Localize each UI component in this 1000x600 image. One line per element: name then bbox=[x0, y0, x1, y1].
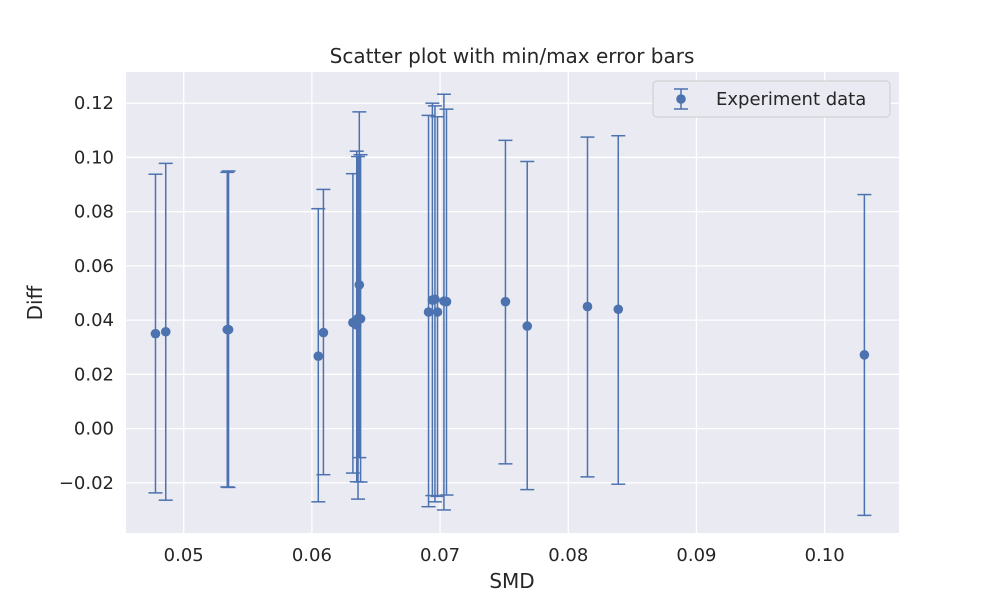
y-tick-label: 0.08 bbox=[74, 202, 114, 223]
data-points bbox=[150, 280, 870, 361]
data-point bbox=[160, 326, 171, 337]
data-point bbox=[582, 301, 593, 312]
x-tick-label: 0.06 bbox=[292, 545, 332, 566]
legend-label: Experiment data bbox=[716, 89, 866, 110]
y-tick-label: 0.04 bbox=[74, 310, 114, 331]
legend-marker bbox=[674, 88, 688, 110]
data-point bbox=[432, 307, 443, 317]
error-bar bbox=[430, 115, 445, 498]
x-tick-labels: 0.05 0.06 0.07 0.08 0.09 0.10 bbox=[164, 545, 845, 566]
data-point bbox=[500, 296, 511, 307]
data-point bbox=[423, 307, 434, 317]
data-point bbox=[522, 321, 533, 331]
x-axis-title: SMD bbox=[489, 569, 534, 593]
data-point bbox=[313, 351, 324, 361]
data-point bbox=[318, 327, 329, 338]
y-tick-label: 0.06 bbox=[74, 256, 114, 277]
data-point bbox=[150, 328, 161, 339]
data-point bbox=[223, 324, 234, 335]
x-tick-label: 0.08 bbox=[548, 545, 588, 566]
y-tick-label: 0.00 bbox=[74, 419, 114, 440]
y-tick-label: 0.02 bbox=[74, 364, 114, 385]
x-tick-label: 0.10 bbox=[805, 545, 845, 566]
y-axis-title: Diff bbox=[23, 284, 47, 320]
data-point bbox=[613, 304, 624, 315]
y-tick-label: 0.12 bbox=[74, 93, 114, 114]
x-tick-label: 0.07 bbox=[420, 545, 460, 566]
data-point bbox=[859, 350, 870, 360]
x-tick-label: 0.09 bbox=[676, 545, 716, 566]
data-point bbox=[355, 313, 366, 324]
data-point bbox=[441, 296, 452, 307]
legend-box bbox=[652, 80, 891, 118]
y-tick-label: −0.02 bbox=[59, 473, 114, 494]
legend: Experiment data bbox=[652, 80, 891, 118]
y-tick-labels: −0.02 0.00 0.02 0.04 0.06 0.08 0.10 0.12 bbox=[59, 93, 114, 494]
data-point bbox=[354, 280, 365, 290]
x-tick-label: 0.05 bbox=[164, 545, 204, 566]
chart-title: Scatter plot with min/max error bars bbox=[330, 44, 695, 68]
plot-area bbox=[126, 72, 899, 533]
y-tick-label: 0.10 bbox=[74, 147, 114, 168]
legend-marker-dot bbox=[676, 94, 686, 104]
data-point bbox=[430, 294, 440, 305]
